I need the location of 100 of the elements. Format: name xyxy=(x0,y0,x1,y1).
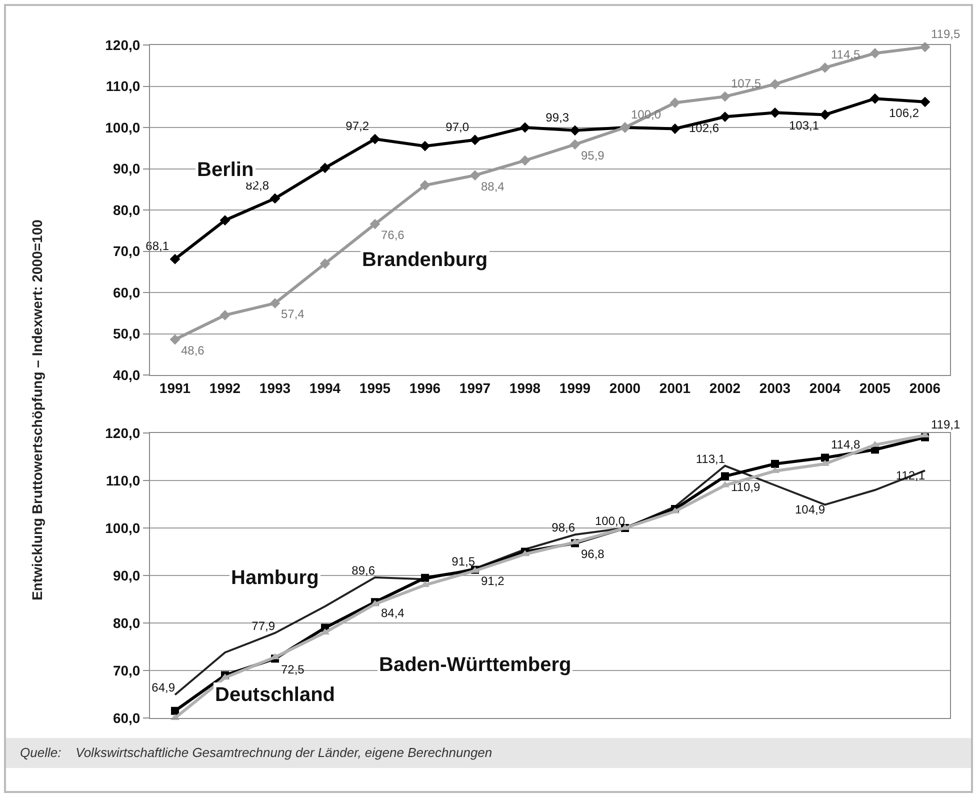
series-label: Hamburg xyxy=(231,567,319,589)
data-label: 100,0 xyxy=(594,514,626,528)
data-label: 102,6 xyxy=(688,120,720,135)
point xyxy=(421,574,429,582)
data-label: 91,5 xyxy=(452,554,476,568)
y-tick-label: 50,0 xyxy=(112,326,140,342)
point xyxy=(220,310,230,320)
y-tick-label: 80,0 xyxy=(112,202,140,218)
x-tick-label: 1991 xyxy=(159,380,191,396)
data-label: 119,1 xyxy=(931,417,960,432)
y-axis-title: Entwicklung Bruttowertschöpfung – Indexwert: 2000=100 xyxy=(29,220,45,600)
point xyxy=(370,134,380,144)
x-tick-label: 2003 xyxy=(759,380,791,396)
y-tick-label: 80,0 xyxy=(112,614,140,631)
point xyxy=(920,96,930,108)
x-tick-label: 1993 xyxy=(259,380,291,396)
point xyxy=(570,125,580,136)
data-label: 119,5 xyxy=(931,27,960,42)
y-tick-label: 70,0 xyxy=(112,243,140,260)
point xyxy=(770,78,780,90)
point xyxy=(870,48,880,58)
point xyxy=(570,139,580,150)
point xyxy=(470,170,480,181)
data-label: 76,6 xyxy=(381,228,405,242)
point xyxy=(770,107,780,118)
y-tick-label: 90,0 xyxy=(112,160,140,177)
point xyxy=(170,254,180,264)
y-tick-label: 100,0 xyxy=(105,119,140,136)
series-label: Deutschland xyxy=(215,684,336,706)
series-label: Brandenburg xyxy=(362,249,488,271)
point xyxy=(670,124,680,134)
point xyxy=(171,706,179,715)
point xyxy=(721,472,729,480)
x-tick-label: 1997 xyxy=(459,380,491,396)
data-label: 64,9 xyxy=(152,680,176,695)
y-tick-label: 70,0 xyxy=(112,662,140,678)
point xyxy=(170,334,180,345)
x-tick-label: 2001 xyxy=(659,380,691,396)
x-tick-label: 2005 xyxy=(859,380,891,396)
x-tick-label: 1996 xyxy=(409,380,441,396)
y-tick-label: 110,0 xyxy=(106,472,140,488)
point xyxy=(320,258,330,269)
point xyxy=(720,91,730,102)
data-label: 114,8 xyxy=(831,438,860,452)
data-label: 106,2 xyxy=(888,106,920,120)
point xyxy=(771,460,779,468)
data-label: 89,6 xyxy=(352,563,376,578)
x-tick-label: 1998 xyxy=(509,380,541,396)
data-label: 110,9 xyxy=(731,480,760,494)
point xyxy=(520,122,530,133)
data-label: 97,0 xyxy=(446,120,470,134)
data-label: 98,6 xyxy=(552,520,576,535)
y-tick-label: 120,0 xyxy=(105,424,140,441)
data-label: 91,2 xyxy=(481,574,505,588)
y-tick-label: 110,0 xyxy=(106,78,140,94)
text: Baden-Württemberg xyxy=(379,654,572,676)
x-tick-label: 2000 xyxy=(609,380,641,396)
x-tick-label: 2002 xyxy=(709,380,741,396)
data-label: 96,8 xyxy=(581,547,605,562)
point xyxy=(320,162,330,174)
x-tick-label: 2006 xyxy=(909,380,941,396)
x-tick-label: 1995 xyxy=(359,380,391,396)
data-label: 95,9 xyxy=(581,148,605,162)
data-label: 77,9 xyxy=(252,618,276,633)
y-tick-label: 40,0 xyxy=(112,366,140,383)
data-label: 84,4 xyxy=(381,606,405,620)
y-tick-label: 120,0 xyxy=(105,36,140,53)
data-label: 72,5 xyxy=(281,662,305,677)
data-label: 113,1 xyxy=(696,452,726,466)
data-label: 114,5 xyxy=(831,48,860,62)
x-tick-label: 1992 xyxy=(209,380,241,396)
data-label: 48,6 xyxy=(181,344,205,358)
y-tick-label: 60,0 xyxy=(112,710,140,726)
point xyxy=(370,218,380,230)
data-label: 103,1 xyxy=(788,118,820,133)
data-label: 97,2 xyxy=(346,119,370,134)
point xyxy=(420,140,430,152)
data-label: 88,4 xyxy=(481,179,505,194)
point xyxy=(920,42,930,52)
source-note: Quelle: Volkswirtschaftliche Gesamtrechnung der Länder, eigene Berechnungen xyxy=(6,738,971,768)
point xyxy=(820,62,830,73)
point xyxy=(420,180,430,190)
point xyxy=(270,193,280,204)
data-label: 104,9 xyxy=(794,502,826,517)
point xyxy=(720,112,730,122)
point xyxy=(220,215,230,226)
y-tick-label: 90,0 xyxy=(112,567,140,584)
series-label: Berlin xyxy=(197,159,254,181)
point xyxy=(470,134,480,146)
point xyxy=(270,298,280,308)
point xyxy=(820,110,830,120)
x-tick-label: 2004 xyxy=(809,380,841,396)
x-tick-label: 1999 xyxy=(559,380,591,396)
data-label: 99,3 xyxy=(546,110,570,124)
x-tick-label: 1994 xyxy=(309,380,341,396)
data-label: 57,4 xyxy=(281,307,305,322)
point xyxy=(870,93,880,104)
point xyxy=(520,155,530,166)
point xyxy=(670,98,680,108)
y-tick-label: 100,0 xyxy=(105,520,140,536)
